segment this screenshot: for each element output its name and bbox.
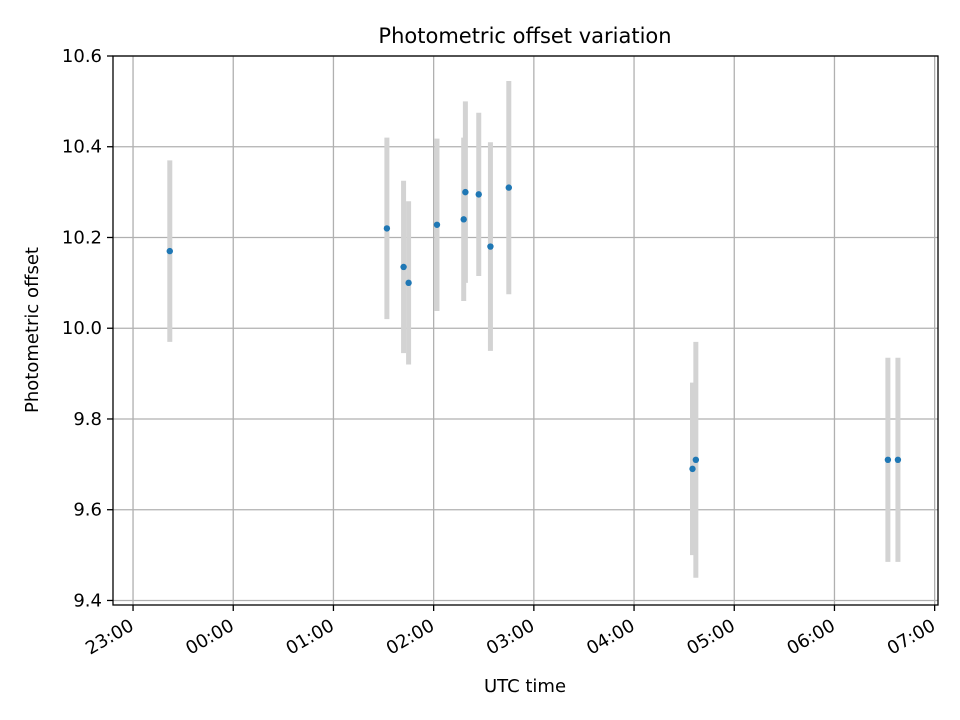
- data-point: [462, 188, 469, 196]
- data-point: [166, 247, 173, 255]
- data-point: [692, 456, 700, 464]
- chart-title: Photometric offset variation: [378, 24, 671, 48]
- data-point: [405, 279, 412, 287]
- data-point: [475, 191, 482, 198]
- data-point: [505, 184, 512, 191]
- y-tick-label: 10.2: [62, 227, 102, 248]
- data-point: [383, 225, 391, 232]
- y-tick-label: 10.6: [62, 46, 102, 67]
- y-tick-label: 9.4: [73, 590, 102, 611]
- x-axis-title: UTC time: [484, 676, 566, 697]
- y-axis-title: Photometric offset: [22, 247, 43, 413]
- y-tick-label: 10.0: [62, 318, 102, 339]
- y-tick-label: 9.6: [73, 500, 102, 521]
- data-point: [433, 221, 441, 228]
- data-points: [166, 184, 902, 473]
- data-point: [689, 465, 696, 473]
- plot-frame: [112, 55, 939, 606]
- data-point: [460, 216, 467, 223]
- y-tick-label: 10.4: [62, 137, 102, 158]
- data-point: [884, 456, 892, 464]
- data-point: [400, 263, 407, 271]
- data-point: [894, 456, 902, 464]
- grid-lines: [113, 55, 938, 605]
- y-tick-label: 9.8: [73, 409, 102, 430]
- data-point: [487, 243, 494, 250]
